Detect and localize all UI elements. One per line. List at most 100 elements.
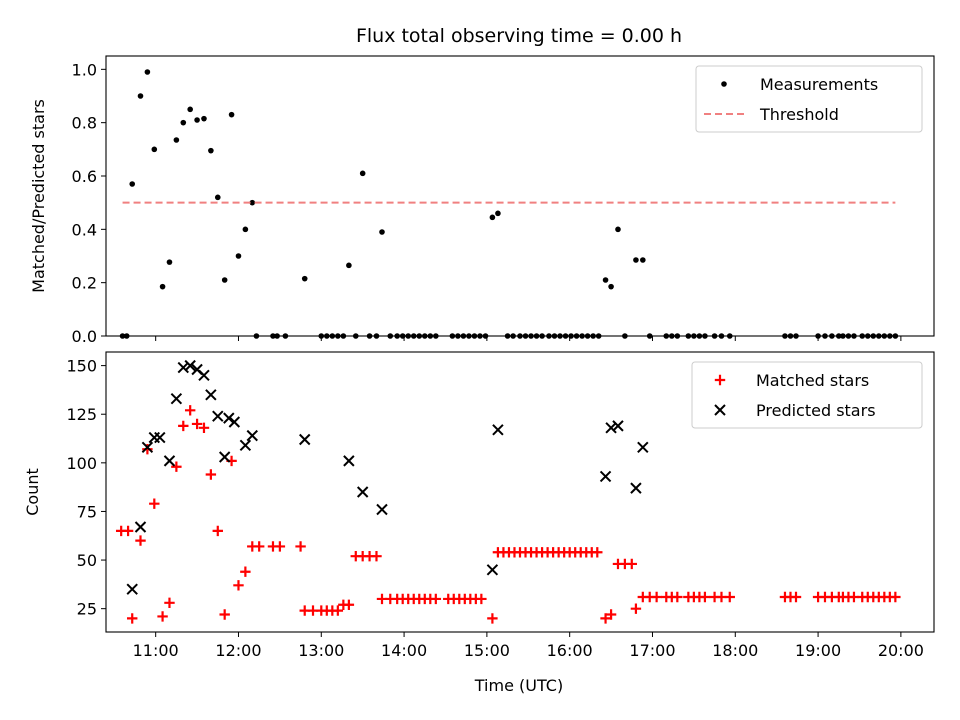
data-point [790,591,802,603]
data-point [599,470,612,483]
data-point [134,521,147,533]
data-point [214,194,221,201]
y-tick-label: 75 [77,502,97,521]
data-point [246,429,258,442]
axes-frame [105,55,935,337]
data-point [164,597,175,609]
data-point [208,147,214,154]
data-point [890,591,901,603]
legend-label: Threshold [759,105,839,124]
legend-label: Measurements [760,75,878,94]
data-point [592,547,603,558]
series-predicted-stars [126,359,649,595]
y-tick-label: 0.2 [72,274,97,293]
legend-label: Matched stars [756,371,869,390]
data-point [212,525,223,537]
data-point [359,170,366,177]
data-point [228,416,241,428]
data-point [371,550,382,562]
data-point [151,146,158,153]
data-point [235,253,242,259]
data-point [492,424,504,436]
data-point [122,525,134,537]
x-tick-label: 11:00 [133,641,179,660]
data-point [608,283,614,290]
data-point [142,444,153,455]
x-tick-label: 19:00 [795,641,841,660]
data-point [218,451,231,463]
data-point [637,441,649,453]
data-point [228,111,235,118]
y-tick-label: 25 [77,600,97,619]
bottom-panel-counts: 25 50 75 100 125 150 11:00 12:00 13:00 14:00 15:00… [23,351,935,660]
data-point [615,226,621,233]
series-measurements [119,69,899,339]
data-point [159,283,166,290]
data-point [239,439,252,452]
x-tick-label: 15:00 [464,641,510,660]
data-point [198,369,210,382]
y-tick-label: 0.0 [72,327,97,346]
data-point [242,226,249,233]
x-tick-label: 20:00 [878,641,924,660]
legend-swatch [714,374,726,386]
y-tick-label: 0.6 [72,167,97,186]
data-point [240,566,251,577]
data-point [141,441,154,453]
axes-frame [105,351,935,633]
data-point [135,535,146,546]
y-tick-label: 0.8 [72,114,97,133]
data-point [301,275,308,282]
legend-label: Predicted stars [756,401,876,420]
chart-title: Flux total observing time = 0.00 h [356,25,682,47]
data-point [171,461,182,472]
top-panel-measurements: 0.0 0.2 0.4 0.6 0.8 1.0 Matched/Predicted star… [29,55,935,346]
x-axis-label: Time (UTC) [474,676,563,695]
y-tick-label: 0.4 [72,220,97,239]
data-point [137,93,144,99]
data-point [249,199,256,206]
y-tick-label: 50 [77,551,97,570]
data-point [379,229,385,235]
x-tick-label: 14:00 [381,641,427,660]
x-tick-label: 18:00 [712,641,758,660]
legend-swatch [721,81,727,87]
data-point [194,117,200,123]
data-point [640,257,646,263]
data-point [223,412,235,424]
data-point [184,359,196,372]
x-tick-label: 16:00 [547,641,593,660]
data-point [212,410,224,422]
data-point [600,613,611,624]
data-point [343,599,355,610]
data-point [274,541,286,552]
data-point [633,257,639,263]
legend: Measurements Threshold [695,65,923,133]
x-tick-label: 17:00 [629,641,675,660]
y-tick-label: 1.0 [72,60,97,79]
y-axis-label: Matched/Predicted stars [29,99,48,293]
legend-box [691,361,923,429]
data-point [205,389,217,401]
data-point [495,210,501,217]
data-point [170,392,183,405]
y-tick-label: 150 [66,357,97,376]
data-point [612,420,624,432]
data-point [221,277,228,283]
data-point [430,593,442,605]
y-tick-label: 125 [66,405,97,424]
data-point [154,431,166,444]
data-point [630,482,642,494]
data-point [144,69,151,75]
data-point [163,455,176,467]
data-point [149,498,160,509]
data-point [180,119,187,126]
x-tick-label: 12:00 [215,641,261,660]
data-point [724,591,735,603]
data-point [166,259,173,265]
data-point [356,486,369,498]
data-point [205,469,217,480]
data-point [602,277,609,283]
data-point [476,593,487,605]
data-point [295,541,306,552]
